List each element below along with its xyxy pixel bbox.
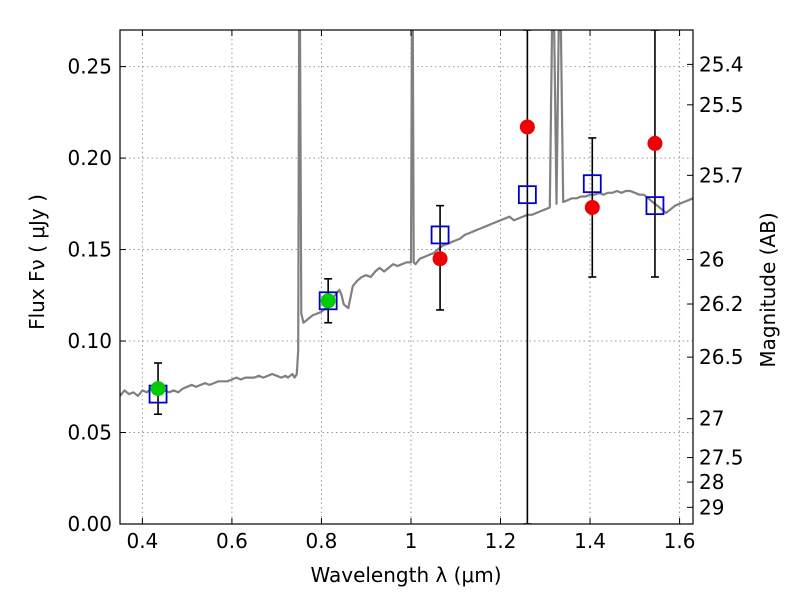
model-photometry-square	[645, 196, 665, 216]
x-tick-label: 0.4	[126, 529, 158, 553]
magnitude-tick-label: 25.5	[699, 93, 744, 117]
ticks: 0.4 0.6 0.8 1 1.2 1.4 1.6 0.00 0.05 0.10 0.15 0.20 0…	[67, 30, 744, 553]
observed-photometry-point	[584, 199, 600, 215]
y-tick-label: 0.25	[67, 55, 112, 79]
observed-photometry-point	[647, 135, 663, 151]
y-tick-label: 0.00	[67, 512, 112, 536]
x-tick-label: 1.4	[574, 529, 606, 553]
x-tick-label: 0.6	[216, 529, 248, 553]
model-photometry-square	[517, 185, 537, 205]
plot-area	[120, 30, 693, 524]
model-photometry-square	[582, 174, 602, 194]
magnitude-tick-label: 26	[699, 248, 724, 272]
magnitude-axis-title: Magnitude (AB)	[756, 212, 780, 367]
x-tick-label: 1.6	[664, 529, 696, 553]
observed-photometry-point	[150, 381, 166, 397]
model-photometry-square	[318, 291, 338, 311]
magnitude-tick-label: 28	[699, 470, 724, 494]
model-spectrum-line	[120, 30, 693, 397]
y-tick-label: 0.15	[67, 238, 112, 262]
x-tick-label: 0.8	[306, 529, 338, 553]
magnitude-tick-label: 27.5	[699, 446, 744, 470]
magnitude-tick-label: 25.7	[699, 163, 744, 187]
observed-photometry-point	[519, 119, 535, 135]
y-axis-title: Flux Fν ( μJy )	[25, 194, 49, 330]
y-tick-label: 0.20	[67, 146, 112, 170]
magnitude-tick-label: 27	[699, 407, 724, 431]
observed-photometry-point	[320, 293, 336, 309]
x-axis-title: Wavelength λ (μm)	[310, 563, 501, 587]
observed-photometry-point	[432, 251, 448, 267]
x-tick-label: 1	[405, 529, 418, 553]
plot-frame	[119, 29, 694, 525]
magnitude-tick-label: 26.5	[699, 345, 744, 369]
magnitude-tick-label: 29	[699, 495, 724, 519]
magnitude-tick-label: 26.2	[699, 292, 744, 316]
magnitude-tick-label: 25.4	[699, 52, 744, 76]
y-tick-label: 0.10	[67, 329, 112, 353]
x-tick-label: 1.2	[485, 529, 517, 553]
y-tick-label: 0.05	[67, 421, 112, 445]
model-photometry-square	[430, 225, 450, 245]
